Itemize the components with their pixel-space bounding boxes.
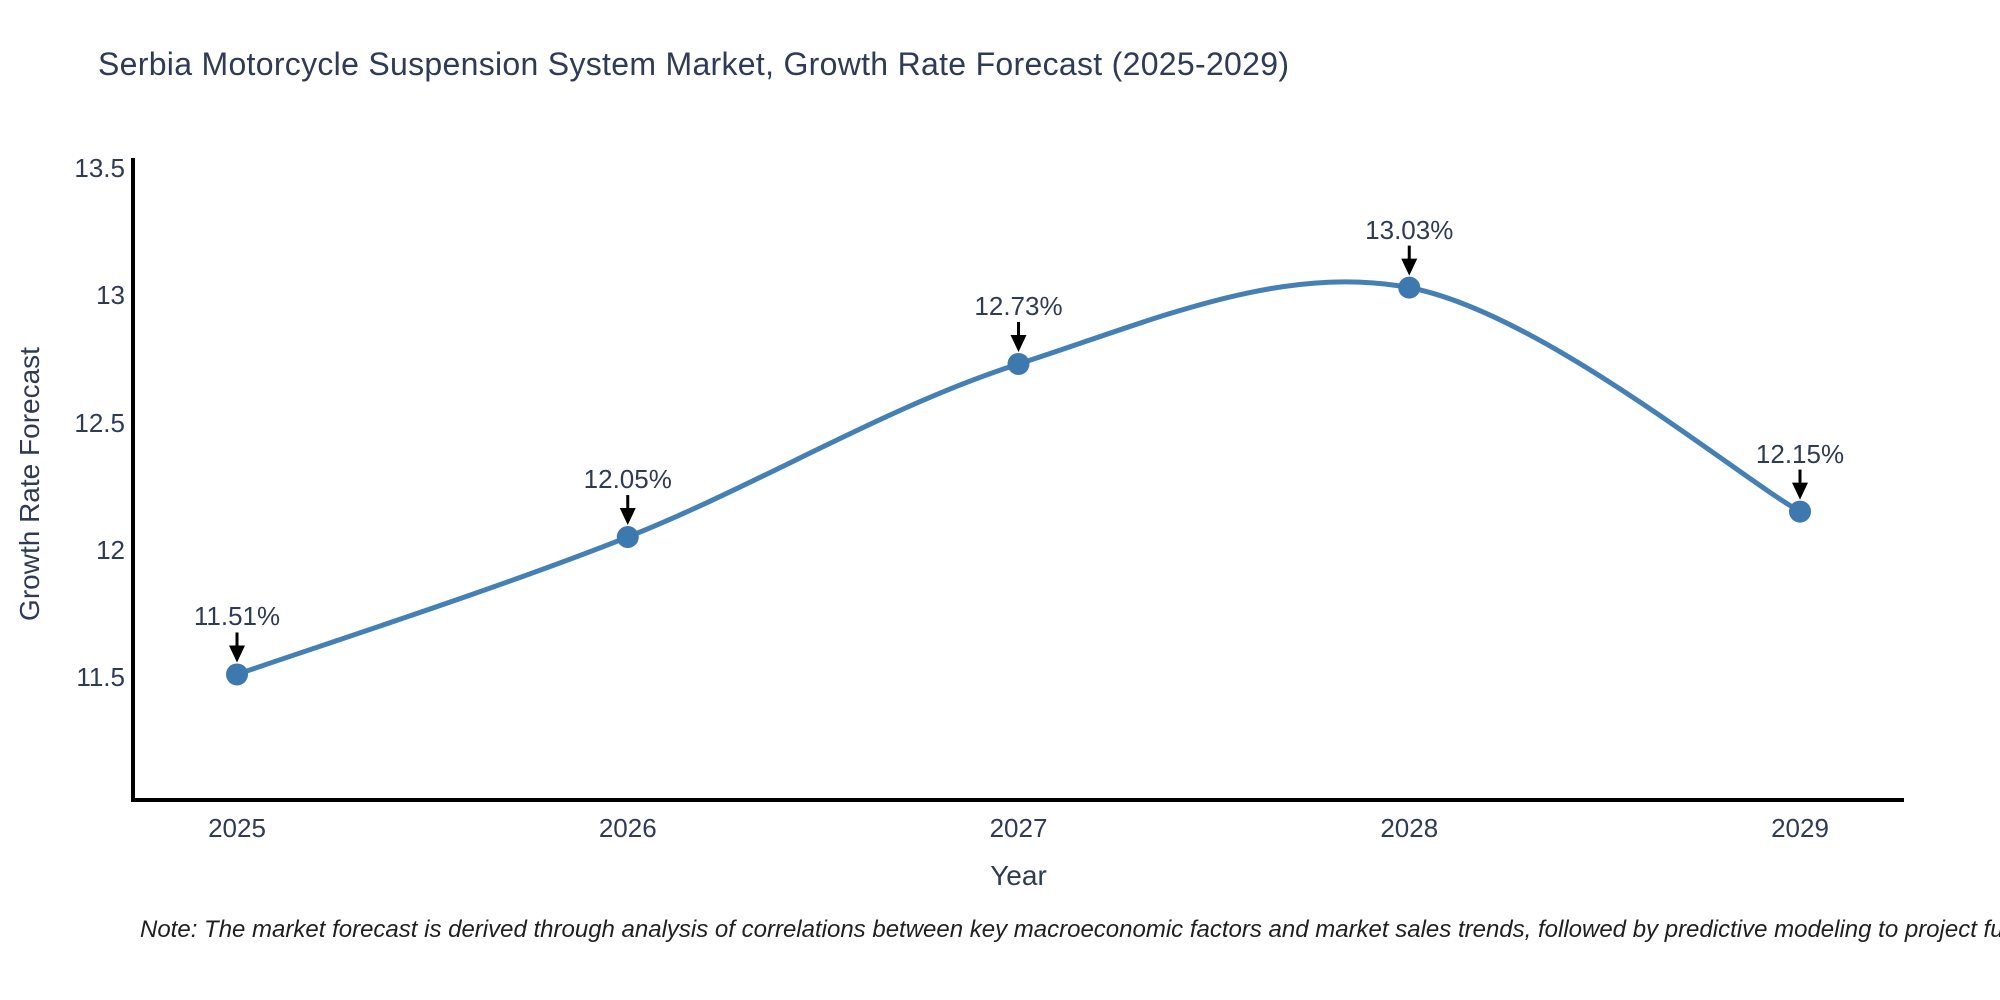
x-tick-label: 2028 bbox=[1380, 813, 1439, 843]
annotation-arrow-head bbox=[1792, 482, 1808, 500]
data-point-label: 11.51% bbox=[193, 601, 281, 632]
annotation-arrow-head bbox=[1010, 334, 1027, 352]
y-tick-label: 13.5 bbox=[74, 153, 125, 183]
data-point-label: 12.05% bbox=[583, 464, 672, 495]
data-point-label: 12.73% bbox=[974, 290, 1063, 321]
annotation-arrow-head bbox=[229, 645, 245, 663]
y-tick-label: 12.5 bbox=[74, 407, 125, 438]
x-tick-label: 2025 bbox=[208, 813, 266, 843]
data-point-marker bbox=[1398, 276, 1421, 299]
data-point-marker bbox=[616, 526, 639, 549]
footnote: Note: The market forecast is derived thr… bbox=[140, 916, 2000, 943]
y-axis-title: Growth Rate Forecast bbox=[14, 347, 45, 621]
annotation-arrow-head bbox=[1401, 258, 1418, 276]
x-tick-label: 2029 bbox=[1771, 813, 1829, 843]
chart-title: Serbia Motorcycle Suspension System Mark… bbox=[98, 46, 1290, 82]
y-tick-label: 12 bbox=[96, 534, 125, 565]
data-point-label: 12.15% bbox=[1755, 438, 1845, 469]
data-point-marker bbox=[1789, 500, 1811, 523]
x-tick-label: 2026 bbox=[598, 813, 657, 843]
data-point-marker bbox=[1007, 352, 1030, 375]
annotation-arrow-head bbox=[619, 508, 636, 526]
data-point-label: 13.03% bbox=[1365, 214, 1454, 245]
x-tick-label: 2027 bbox=[989, 813, 1048, 843]
y-tick-label: 11.5 bbox=[76, 662, 125, 692]
data-point-marker bbox=[226, 663, 248, 686]
y-tick-label: 13 bbox=[96, 280, 125, 311]
x-axis-title: Year bbox=[990, 860, 1047, 891]
